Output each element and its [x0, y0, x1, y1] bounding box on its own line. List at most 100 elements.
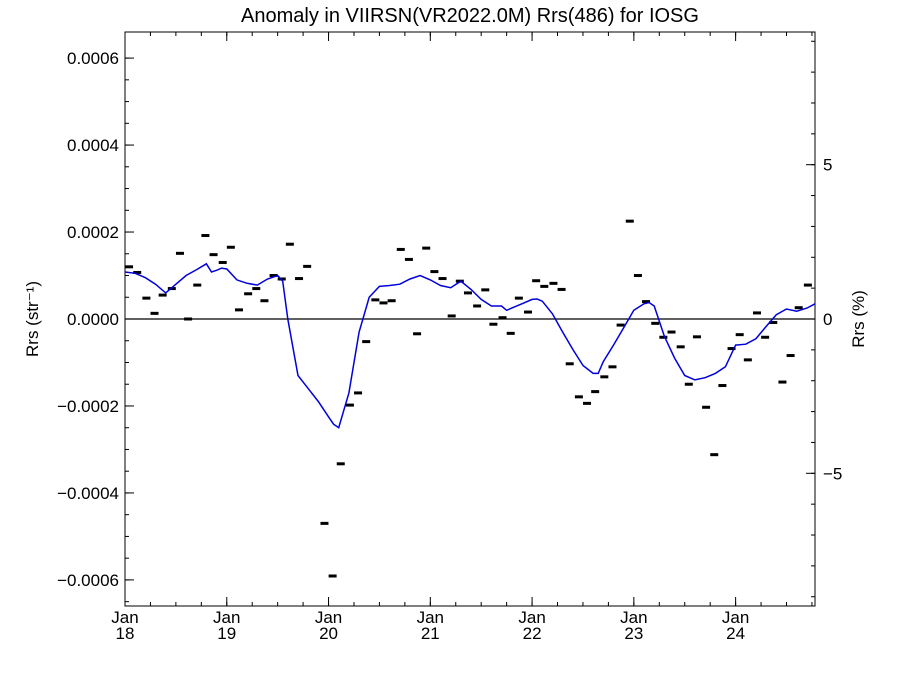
- point-marker: [396, 247, 405, 251]
- point-marker: [778, 380, 787, 384]
- point-marker: [735, 333, 744, 337]
- point-marker: [803, 283, 812, 287]
- x-tick-year: 20: [319, 624, 338, 643]
- point-marker: [218, 260, 227, 264]
- right-tick-label: −5: [823, 464, 842, 483]
- point-marker: [514, 296, 523, 300]
- point-marker: [574, 395, 583, 399]
- left-tick-label: −0.0002: [57, 397, 119, 416]
- chart-title: Anomaly in VIIRSN(VR2022.0M) Rrs(486) fo…: [241, 5, 699, 27]
- point-marker: [320, 521, 329, 525]
- point-marker: [422, 246, 431, 250]
- x-tick-month: Jan: [111, 608, 138, 627]
- point-marker: [142, 296, 151, 300]
- left-tick-label: −0.0004: [57, 484, 119, 503]
- point-marker: [133, 270, 142, 274]
- point-marker: [642, 300, 651, 304]
- point-marker: [354, 391, 363, 395]
- x-tick-month: Jan: [213, 608, 240, 627]
- point-marker: [557, 287, 566, 291]
- point-marker: [489, 322, 498, 326]
- point-marker: [667, 330, 676, 334]
- point-marker: [473, 304, 482, 308]
- point-marker: [769, 320, 778, 324]
- point-marker: [260, 299, 269, 303]
- point-marker: [234, 308, 243, 312]
- point-marker: [498, 316, 507, 320]
- x-tick-month: Jan: [518, 608, 545, 627]
- point-marker: [285, 242, 294, 246]
- left-tick-label: −0.0006: [57, 571, 119, 590]
- right-axis-ticks: 5 0 −5: [806, 40, 842, 598]
- point-marker: [786, 354, 795, 358]
- point-marker: [295, 277, 304, 281]
- point-marker: [532, 279, 541, 283]
- point-marker: [692, 335, 701, 339]
- point-marker: [430, 270, 439, 274]
- point-marker: [727, 347, 736, 351]
- point-marker: [244, 292, 253, 296]
- x-tick-month: Jan: [722, 608, 749, 627]
- point-marker: [404, 257, 413, 261]
- x-tick-year: 23: [624, 624, 643, 643]
- point-markers: [125, 219, 812, 578]
- point-marker: [633, 274, 642, 278]
- x-tick-year: 18: [116, 624, 135, 643]
- point-marker: [345, 403, 354, 407]
- point-marker: [616, 323, 625, 327]
- right-tick-label: 0: [823, 310, 832, 329]
- point-marker: [608, 365, 617, 369]
- point-marker: [463, 291, 472, 295]
- point-marker: [184, 317, 193, 321]
- point-marker: [201, 234, 210, 238]
- x-tick-year: 21: [421, 624, 440, 643]
- point-marker: [540, 284, 549, 288]
- point-marker: [269, 274, 278, 278]
- left-tick-label: 0.0000: [67, 310, 119, 329]
- point-marker: [252, 287, 261, 291]
- point-marker: [702, 405, 711, 409]
- left-tick-label: 0.0002: [67, 223, 119, 242]
- point-marker: [336, 462, 345, 466]
- point-marker: [651, 321, 660, 325]
- point-marker: [684, 382, 693, 386]
- point-marker: [362, 340, 371, 344]
- point-marker: [193, 283, 202, 287]
- left-axis-label: Rrs (str⁻¹): [23, 281, 42, 357]
- smoothed-line: [124, 262, 816, 429]
- point-marker: [565, 362, 574, 366]
- point-marker: [447, 314, 456, 318]
- point-marker: [600, 375, 609, 379]
- right-axis-label: Rrs (%): [849, 290, 868, 348]
- point-marker: [625, 219, 634, 223]
- point-marker: [676, 345, 685, 349]
- x-tick-month: Jan: [620, 608, 647, 627]
- point-marker: [150, 311, 159, 315]
- left-axis-ticks: 0.0006 0.0004 0.0002 0.0000 −0.0002 −0.0004 −0…: [57, 49, 134, 603]
- point-marker: [125, 265, 134, 269]
- point-marker: [387, 299, 396, 303]
- point-marker: [481, 288, 490, 292]
- point-marker: [371, 298, 380, 302]
- right-tick-label: 5: [823, 156, 832, 175]
- point-marker: [710, 453, 719, 457]
- point-marker: [761, 335, 770, 339]
- point-marker: [158, 293, 167, 297]
- point-marker: [506, 331, 515, 335]
- x-tick-month: Jan: [315, 608, 342, 627]
- point-marker: [794, 306, 803, 310]
- x-tick-year: 22: [523, 624, 542, 643]
- point-marker: [583, 401, 592, 405]
- point-marker: [303, 264, 312, 268]
- point-marker: [718, 384, 727, 388]
- left-tick-label: 0.0004: [67, 136, 119, 155]
- point-marker: [743, 358, 752, 362]
- point-marker: [413, 332, 422, 336]
- x-tick-year: 19: [217, 624, 236, 643]
- point-marker: [379, 301, 388, 305]
- point-marker: [175, 251, 184, 255]
- point-marker: [752, 311, 761, 315]
- x-tick-month: Jan: [417, 608, 444, 627]
